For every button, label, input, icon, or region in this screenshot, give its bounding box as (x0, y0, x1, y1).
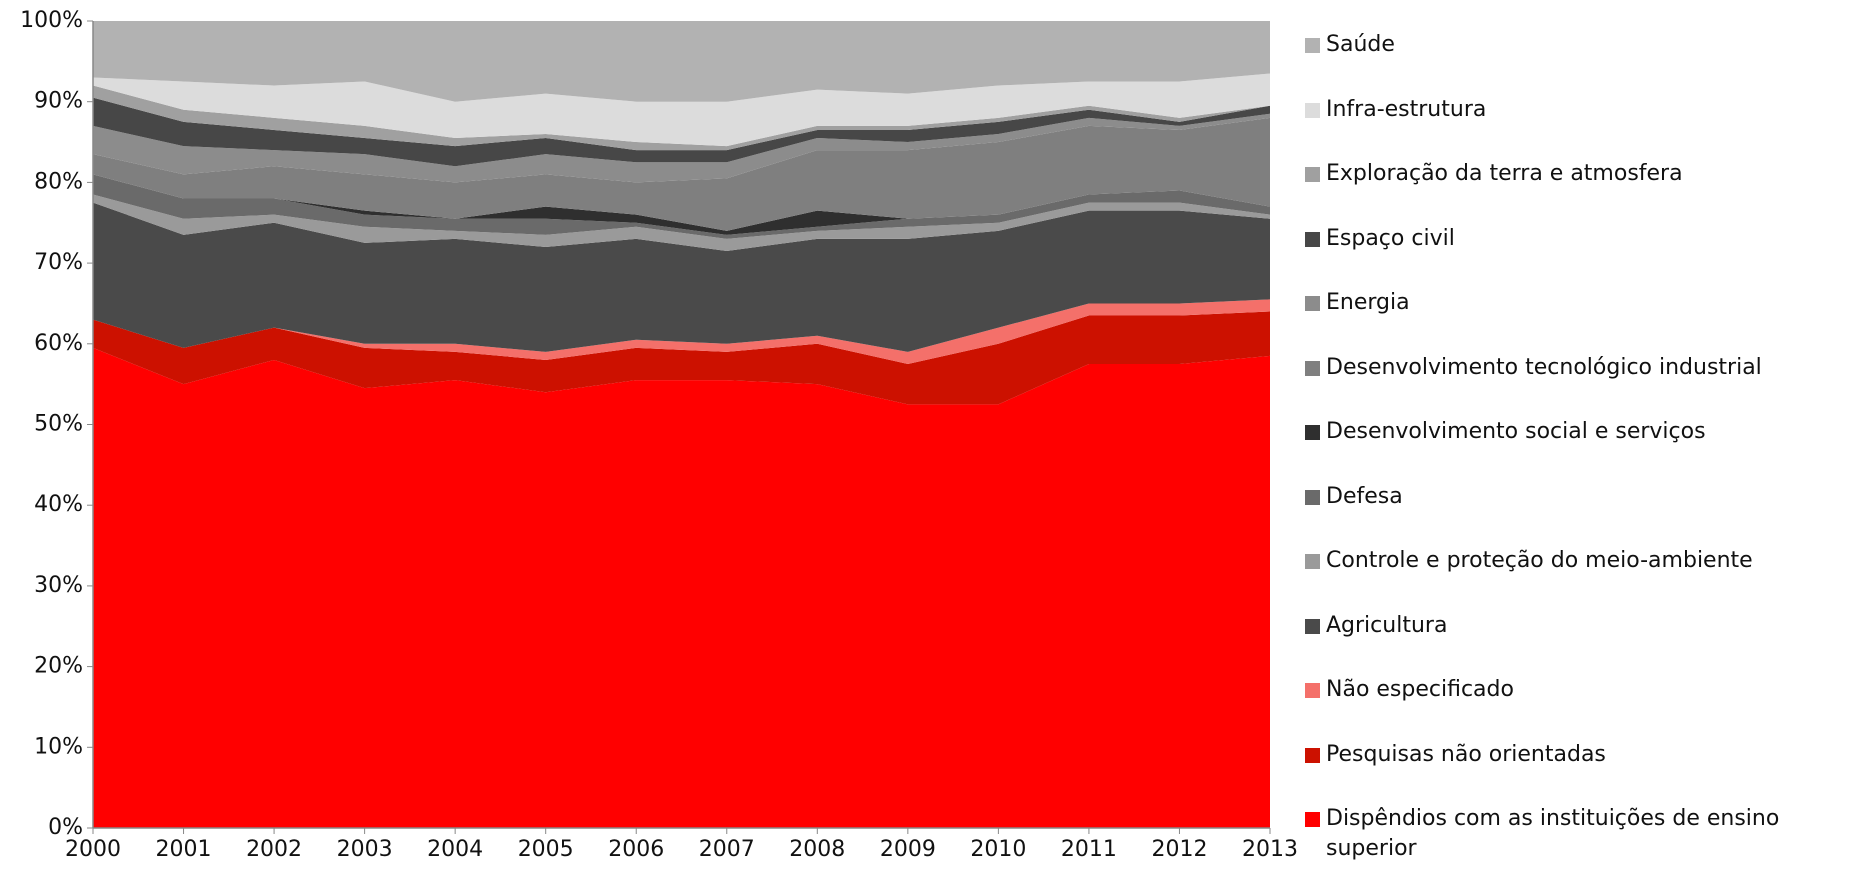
area (93, 85, 1270, 151)
y-tick-label: 100% (20, 8, 83, 33)
x-tick-label: 2003 (337, 837, 393, 862)
area (93, 113, 1270, 183)
legend-item: Controle e proteção do meio-ambiente (1305, 546, 1753, 576)
legend-swatch (1305, 296, 1320, 311)
legend-item: Agricultura (1305, 611, 1447, 641)
x-tick-label: 2007 (699, 837, 755, 862)
legend-swatch (1305, 489, 1320, 505)
legend-label: Infra-estrutura (1326, 96, 1487, 122)
y-tick-label: 0% (48, 815, 83, 840)
legend-item: Exploração da terra e atmosfera (1305, 159, 1683, 189)
area (93, 347, 1270, 828)
legend-item: Infra-estrutura (1305, 95, 1486, 125)
area (93, 202, 1270, 352)
area (93, 299, 1270, 364)
x-tick-label: 2011 (1061, 837, 1117, 862)
area (93, 97, 1270, 167)
legend-label: Defesa (1326, 483, 1403, 509)
legend-label: Desenvolvimento tecnológico industrial (1326, 354, 1762, 380)
legend-label: Energia (1326, 290, 1410, 315)
legend-label: Desenvolvimento social e serviços (1326, 419, 1706, 444)
area (93, 194, 1270, 251)
legend-label: Exploração da terra e atmosfera (1326, 161, 1683, 186)
x-tick-label: 2005 (518, 837, 574, 862)
x-tick-label: 2004 (427, 837, 483, 862)
area (93, 117, 1270, 231)
y-tick-label: 20% (34, 654, 83, 679)
legend-label: Controle e proteção do meio-ambiente (1326, 548, 1753, 573)
area (93, 21, 1270, 102)
legend-label: Dispêndios com as instituições de ensino… (1326, 806, 1780, 861)
x-tick-label: 2002 (246, 837, 302, 862)
legend-swatch (1305, 425, 1320, 440)
area (93, 311, 1270, 405)
legend-label: Agricultura (1326, 612, 1448, 638)
y-tick-label: 80% (34, 169, 83, 194)
y-tick-label: 70% (34, 250, 83, 275)
y-tick-label: 60% (34, 331, 83, 356)
legend-swatch (1305, 618, 1320, 634)
legend-item: Defesa (1305, 482, 1403, 512)
legend-swatch (1305, 360, 1320, 376)
legend-swatch (1305, 102, 1320, 118)
legend-swatch (1305, 812, 1320, 827)
legend-item: Não especificado (1305, 675, 1514, 705)
legend-item: Energia (1305, 288, 1410, 318)
legend-item: Desenvolvimento tecnológico industrial (1305, 353, 1762, 383)
legend-label: Não especificado (1326, 677, 1514, 702)
legend-swatch (1305, 747, 1320, 763)
legend-item: Espaço civil (1305, 224, 1455, 254)
legend-label: Espaço civil (1326, 225, 1455, 251)
y-tick-label: 50% (34, 412, 83, 437)
x-tick-label: 2010 (970, 837, 1026, 862)
legend-swatch (1305, 167, 1320, 182)
x-tick-label: 2008 (789, 837, 845, 862)
x-tick-label: 2001 (156, 837, 212, 862)
legend-item: Pesquisas não orientadas (1305, 740, 1606, 770)
x-tick-label: 2009 (880, 837, 936, 862)
y-tick-label: 30% (34, 573, 83, 598)
y-tick-label: 40% (34, 492, 83, 517)
area (93, 174, 1270, 239)
legend-item: Desenvolvimento social e serviços (1305, 417, 1706, 447)
legend-swatch (1305, 683, 1320, 698)
legend-swatch (1305, 38, 1320, 53)
legend-item: Dispêndios com as instituições de ensino… (1305, 804, 1850, 864)
x-tick-label: 2000 (65, 837, 121, 862)
x-tick-label: 2013 (1242, 837, 1298, 862)
x-tick-label: 2012 (1151, 837, 1207, 862)
y-tick-label: 10% (34, 734, 83, 759)
x-tick-label: 2006 (608, 837, 664, 862)
y-tick-label: 90% (34, 89, 83, 114)
legend-label: Saúde (1326, 32, 1395, 57)
legend-swatch (1305, 554, 1320, 569)
legend-swatch (1305, 231, 1320, 247)
legend-label: Pesquisas não orientadas (1326, 741, 1606, 767)
area (93, 73, 1270, 147)
legend-item: Saúde (1305, 30, 1395, 60)
